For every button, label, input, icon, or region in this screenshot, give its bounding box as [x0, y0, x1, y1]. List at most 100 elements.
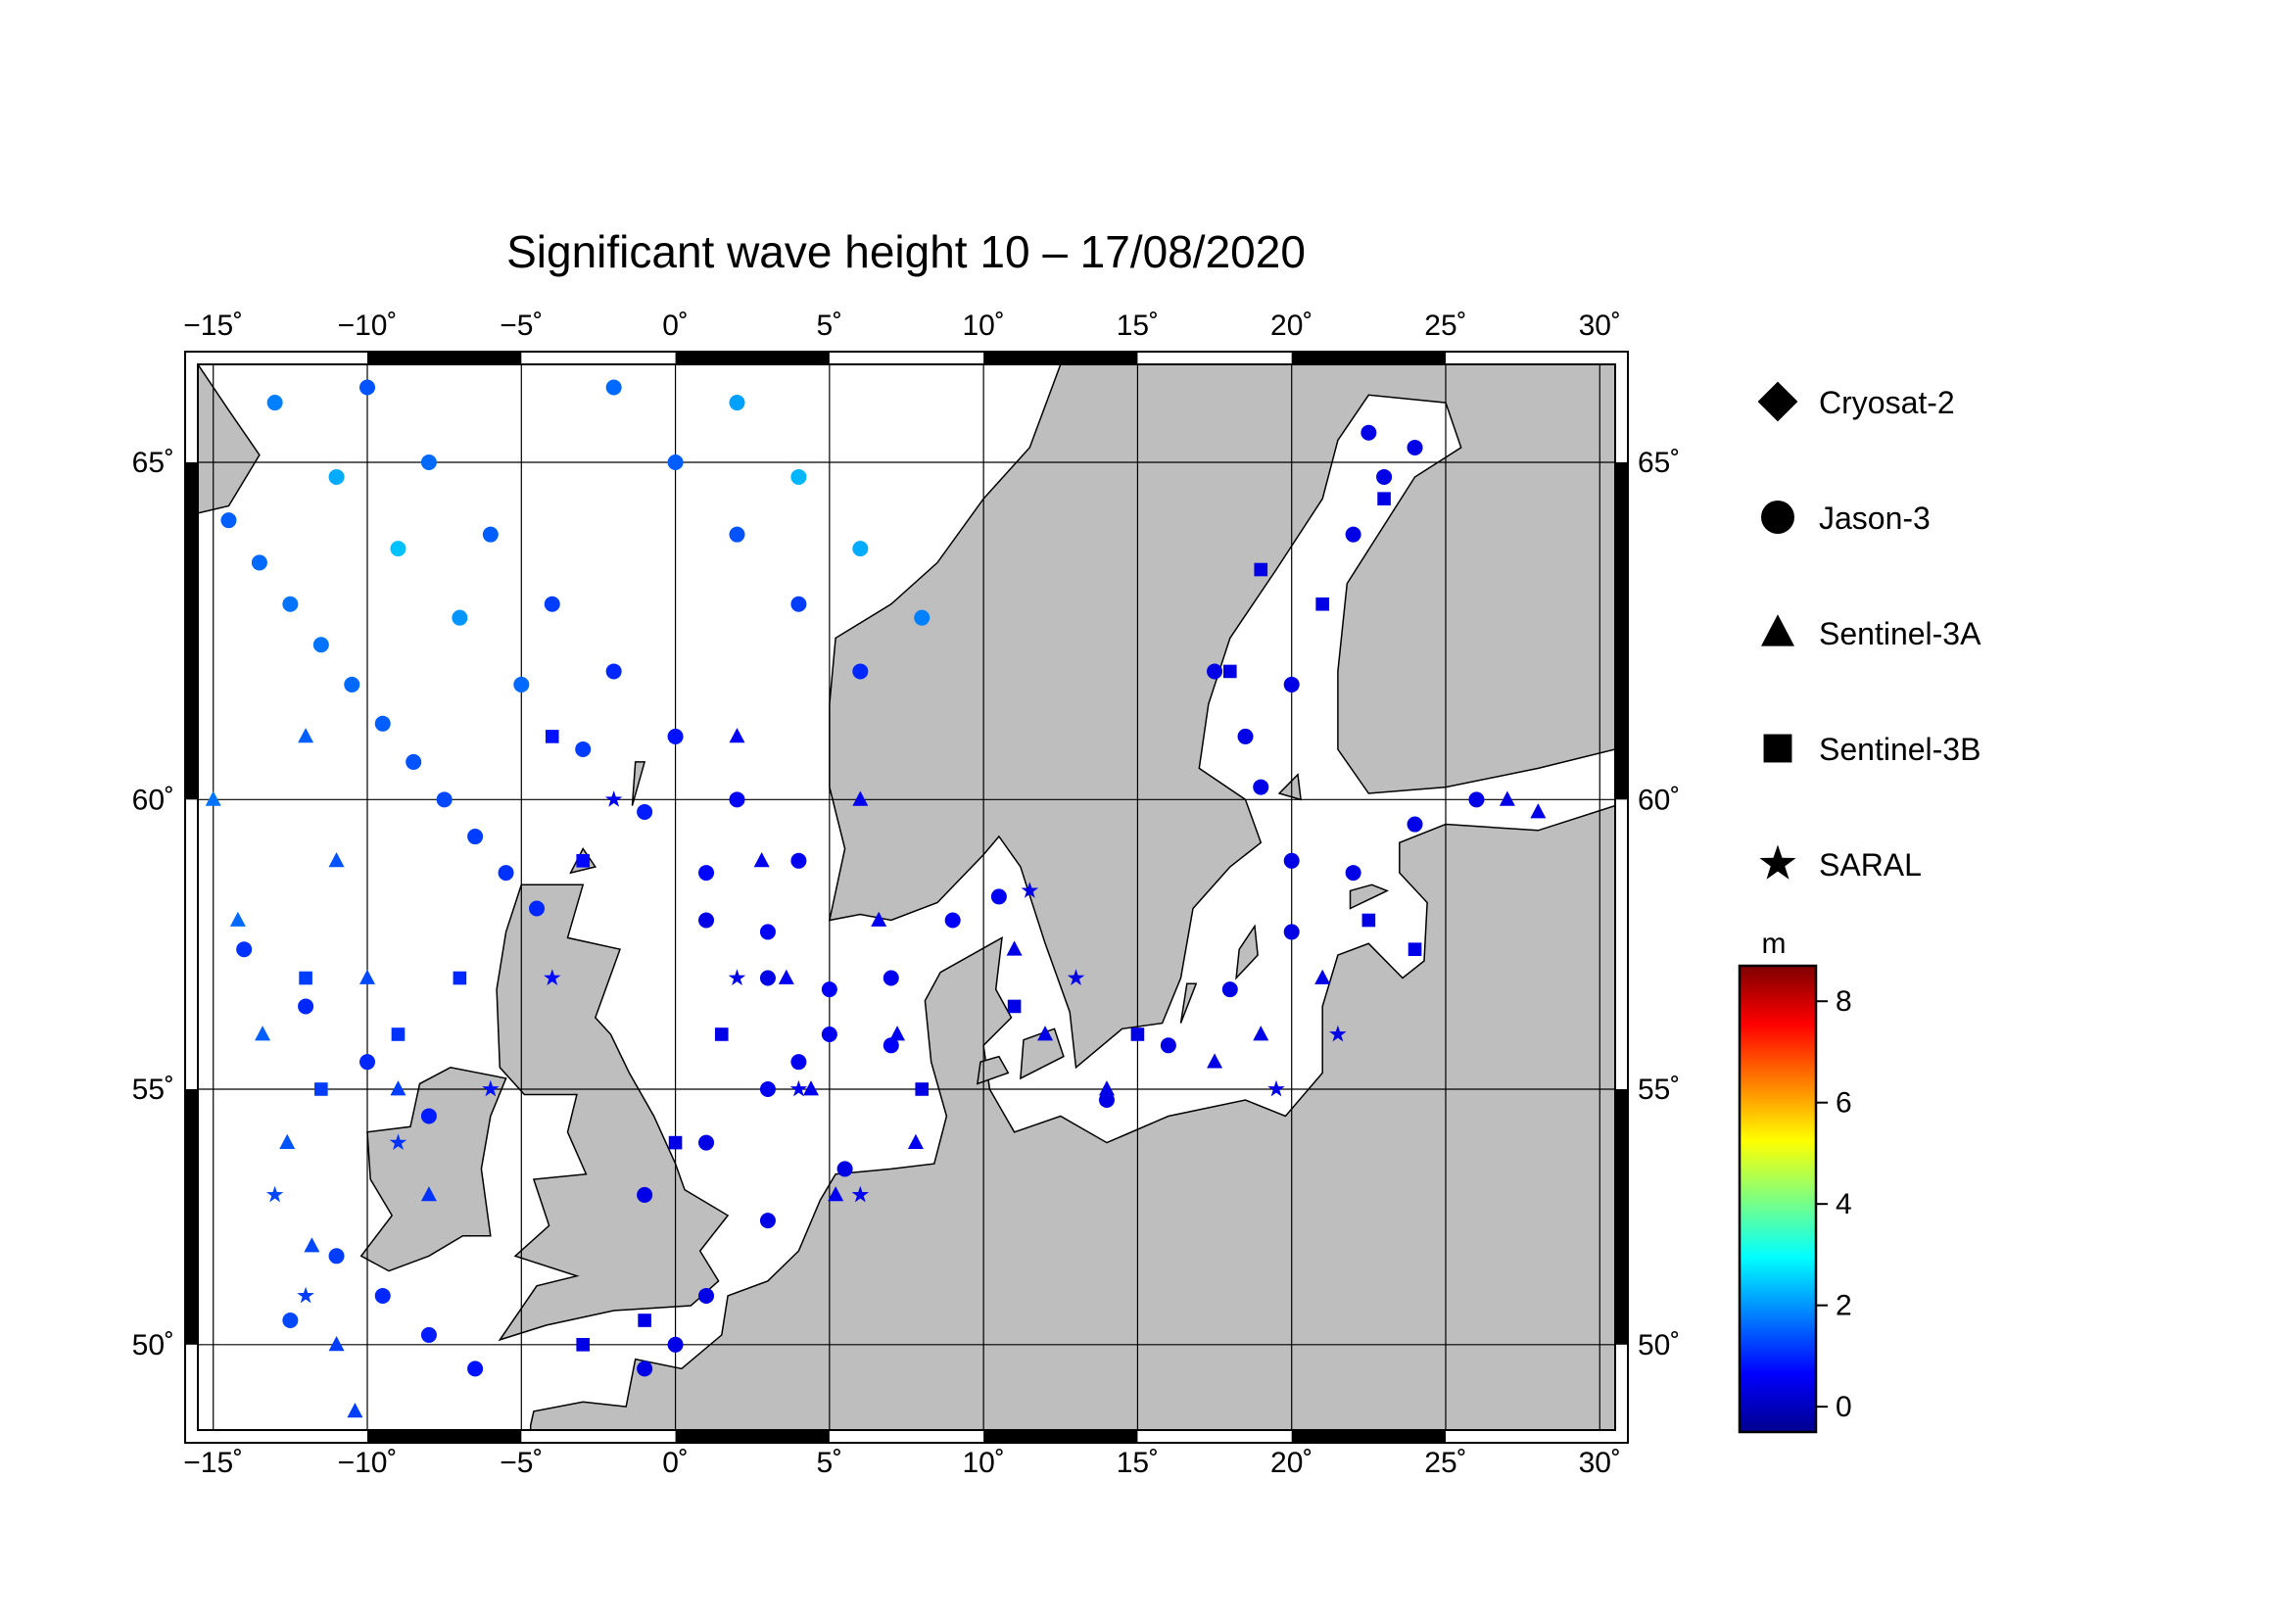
sentinel-3a-point	[871, 911, 887, 927]
sentinel-3b-point	[638, 1314, 651, 1327]
sentinel-3a-point	[852, 790, 869, 806]
sentinel-3a-point	[420, 1186, 437, 1202]
saral-point	[1267, 1079, 1285, 1097]
checkered-frame	[185, 352, 1628, 1443]
jason-3-point	[883, 970, 899, 986]
jason-3-point	[852, 663, 869, 680]
jason-3-point	[698, 865, 715, 882]
sentinel-3a-point	[328, 1336, 345, 1352]
sentinel-3a-point	[1499, 790, 1515, 806]
colorbar: m 0 2 4 6 8	[1738, 928, 1852, 1434]
lon-tick-label: 30˚	[1579, 310, 1621, 342]
map-area	[184, 351, 1629, 1444]
frame-bar-bottom	[1291, 1430, 1446, 1443]
great-britain-land	[496, 884, 730, 1342]
jason-3-point	[759, 970, 776, 986]
longitude-labels-top: −15˚ −10˚ −5˚ 0˚ 5˚ 10˚ 15˚ 20˚ 25˚ 30˚	[183, 310, 1621, 342]
sentinel-3b-point	[1408, 942, 1422, 957]
sentinel-3b-point	[576, 1338, 591, 1352]
frame-bar-left	[185, 1088, 198, 1345]
colorbar-tick-label: 2	[1836, 1290, 1852, 1322]
jason-3-point	[637, 1361, 653, 1377]
jason-3-point	[374, 1287, 391, 1304]
jason-3-point	[667, 1336, 684, 1353]
colorbar-ticks: 0 2 4 6 8	[1816, 985, 1852, 1423]
jason-3-point	[1407, 816, 1423, 833]
frame-bar-top	[675, 352, 830, 364]
colorbar-tick-label: 8	[1836, 985, 1852, 1018]
legend-label-sentinel-3b: Sentinel-3B	[1819, 732, 1981, 767]
lon-tick-label: 10˚	[962, 1447, 1004, 1479]
fyn-land	[976, 1055, 1010, 1085]
jason-3-point	[637, 803, 653, 820]
sentinel-3a-point	[205, 790, 221, 806]
legend-label-cryosat-2: Cryosat-2	[1819, 385, 1955, 420]
sentinel-3a-point	[304, 1237, 320, 1253]
saral-point	[604, 790, 623, 807]
jason-3-point	[359, 379, 376, 396]
longitude-labels-bottom: −15˚ −10˚ −5˚ 0˚ 5˚ 10˚ 15˚ 20˚ 25˚ 30˚	[183, 1447, 1621, 1479]
jason-3-point	[406, 753, 422, 770]
legend-label-saral: SARAL	[1819, 847, 1922, 883]
jason-3-point	[328, 468, 345, 485]
sentinel-3a-point	[359, 969, 376, 984]
sentinel-3b-point	[391, 1027, 406, 1041]
sentinel-3a-point	[298, 728, 314, 743]
land-masses	[198, 364, 1615, 1430]
jason-3-point	[698, 912, 715, 929]
jason-3-point	[498, 865, 514, 882]
saral-legend-icon	[1759, 844, 1796, 880]
lon-tick-label: 5˚	[817, 310, 843, 342]
frame-bar-top	[1291, 352, 1446, 364]
sentinel-3a-point	[802, 1080, 819, 1096]
jason-3-point	[544, 596, 560, 612]
sentinel-3a-point	[279, 1133, 296, 1149]
sentinel-3b-point	[1315, 597, 1329, 611]
colorbar-tick-label: 4	[1836, 1188, 1852, 1220]
jason-3-point	[759, 924, 776, 940]
lon-tick-label: −5˚	[500, 310, 543, 342]
map-border	[197, 363, 1616, 1431]
sentinel-3b-point	[453, 971, 467, 985]
saral-point	[482, 1079, 500, 1097]
lat-tick-label: 65˚	[132, 447, 174, 479]
lat-tick-label: 50˚	[132, 1329, 174, 1361]
sentinel-3b-point	[714, 1027, 729, 1041]
jason-3-point	[220, 512, 237, 529]
saral-point	[789, 1079, 808, 1097]
oland-land	[1179, 982, 1198, 1024]
jason-3-point	[298, 998, 314, 1015]
jason-3-point	[575, 740, 592, 757]
lon-tick-label: 25˚	[1424, 1447, 1466, 1479]
lon-tick-label: −10˚	[338, 1447, 398, 1479]
jason-3-point	[513, 676, 530, 693]
jason-3-point	[821, 981, 837, 998]
jason-3-point	[420, 454, 437, 471]
jason-3-point	[836, 1161, 853, 1177]
sentinel-3b-point	[668, 1135, 683, 1150]
jason-3-point	[667, 728, 684, 744]
sentinel-3a-point	[1314, 969, 1331, 984]
jason-3-point	[452, 609, 468, 626]
lon-tick-label: 20˚	[1270, 1447, 1313, 1479]
jason-3-point	[467, 829, 484, 845]
sentinel-3b-point	[1007, 999, 1022, 1014]
jason-3-point	[236, 941, 253, 958]
jason-3-point	[605, 379, 622, 396]
jason-3-point	[1253, 779, 1269, 795]
jason-3-point	[944, 912, 961, 929]
jason-3-point	[390, 541, 406, 557]
jason-3-point	[637, 1186, 653, 1203]
cryosat-2-legend-icon	[1757, 381, 1798, 422]
jason-3-point	[698, 1134, 715, 1151]
jason-3-point	[790, 852, 807, 869]
lon-tick-label: 10˚	[962, 310, 1004, 342]
saral-point	[389, 1133, 407, 1150]
jason-3-point	[990, 888, 1007, 905]
jason-3-point	[729, 791, 745, 808]
sentinel-3a-point	[1037, 1026, 1054, 1041]
jason-3-point	[266, 395, 283, 411]
lat-tick-label: 60˚	[1638, 784, 1680, 816]
colorbar-unit: m	[1762, 928, 1787, 960]
jason-3-point	[790, 1054, 807, 1071]
